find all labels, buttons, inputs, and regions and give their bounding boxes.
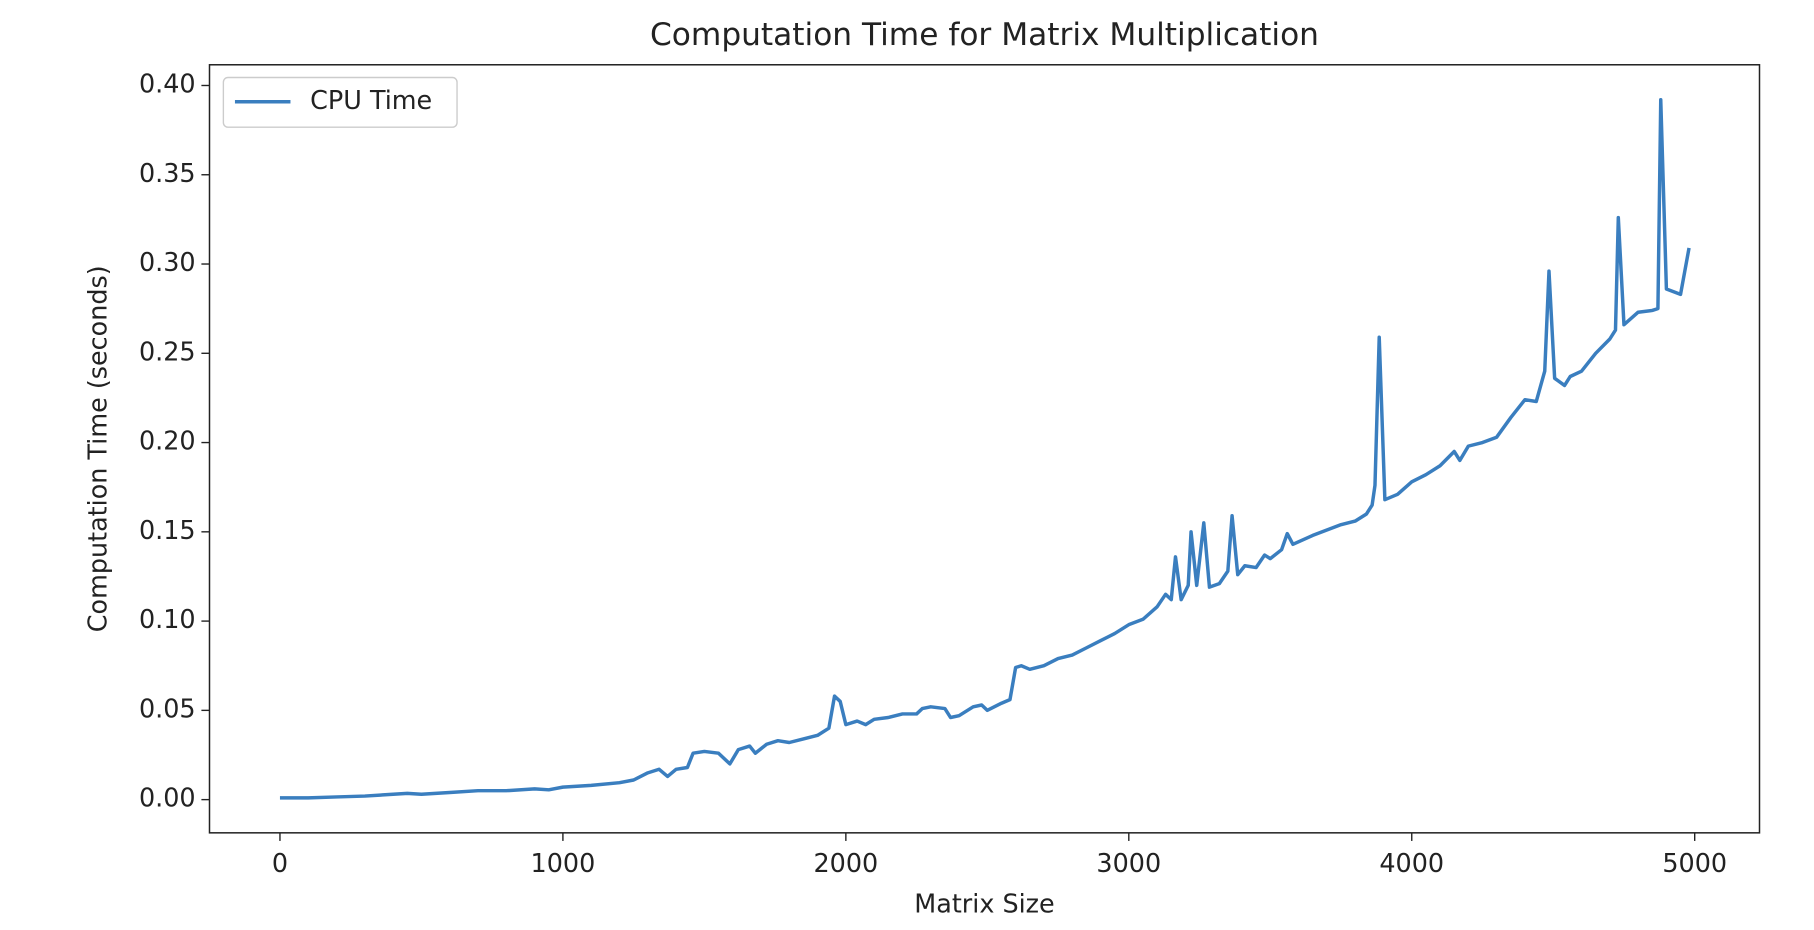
x-tick-label: 5000 bbox=[1662, 848, 1727, 878]
x-tick-label: 1000 bbox=[531, 848, 596, 878]
x-tick-label: 2000 bbox=[813, 848, 878, 878]
y-tick-label: 0.00 bbox=[139, 783, 196, 813]
y-tick-label: 0.35 bbox=[139, 158, 196, 188]
x-tick-label: 0 bbox=[272, 848, 288, 878]
chart-title: Computation Time for Matrix Multiplicati… bbox=[650, 17, 1319, 53]
x-tick-label: 3000 bbox=[1096, 848, 1161, 878]
plot-frame bbox=[208, 64, 1761, 834]
x-axis-label: Matrix Size bbox=[914, 889, 1054, 919]
y-tick-label: 0.40 bbox=[139, 68, 196, 98]
y-tick-label: 0.25 bbox=[139, 336, 196, 366]
legend-label: CPU Time bbox=[310, 85, 432, 115]
y-tick-label: 0.15 bbox=[139, 515, 196, 545]
data-line bbox=[279, 98, 1691, 800]
x-tick-label: 4000 bbox=[1379, 848, 1444, 878]
y-tick-label: 0.05 bbox=[139, 693, 196, 723]
y-tick-label: 0.10 bbox=[139, 604, 196, 634]
y-tick-label: 0.20 bbox=[139, 426, 196, 456]
y-tick-label: 0.30 bbox=[139, 247, 196, 277]
legend-box bbox=[222, 76, 458, 128]
y-axis-label: Computation Time (seconds) bbox=[83, 265, 113, 632]
